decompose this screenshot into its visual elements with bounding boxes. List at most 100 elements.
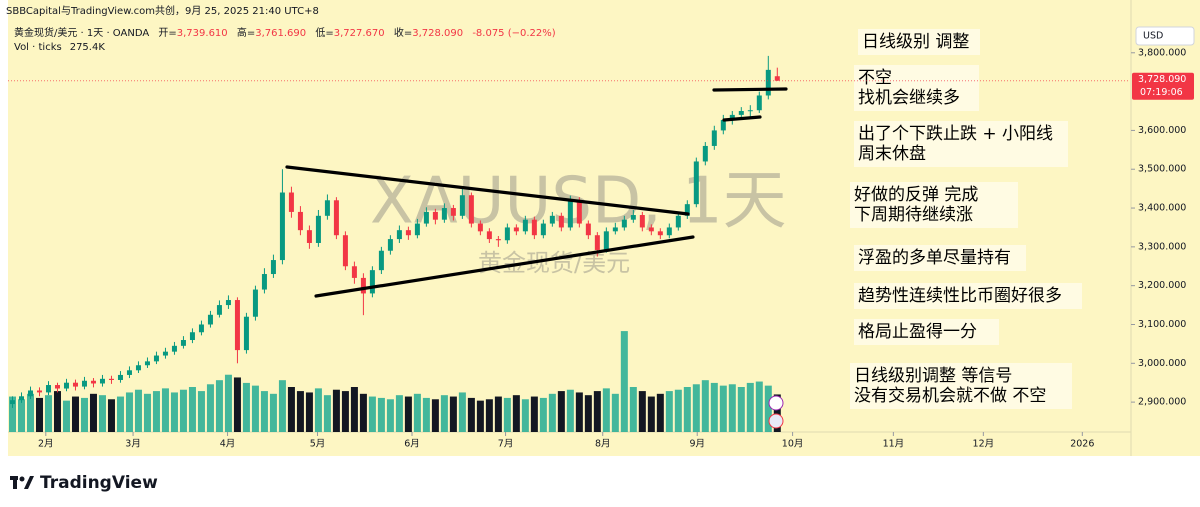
- candle-body: [225, 300, 231, 306]
- candle-body: [504, 227, 510, 241]
- note-text: 周末休盘: [858, 144, 926, 164]
- candle-body: [243, 316, 249, 351]
- candle-body: [531, 219, 537, 236]
- candle-body: [234, 300, 240, 351]
- volume-bar: [35, 397, 43, 432]
- volume-bar: [746, 382, 754, 432]
- volume-bar: [62, 400, 70, 432]
- volume-bar: [251, 385, 259, 432]
- candle-body: [468, 195, 474, 224]
- candle-body: [306, 230, 312, 243]
- volume-bar: [494, 396, 502, 432]
- volume-bar: [242, 382, 250, 432]
- candle-body: [756, 95, 762, 111]
- volume-bar: [566, 389, 574, 432]
- watermark-sub: 黄金现货/美元: [478, 249, 630, 277]
- volume-bar: [665, 391, 673, 432]
- volume-bar: [701, 380, 709, 432]
- trendline: [712, 87, 788, 92]
- volume-bar: [476, 400, 484, 432]
- volume-bar: [593, 391, 601, 432]
- candle-body: [594, 235, 600, 250]
- candle-body: [630, 215, 636, 220]
- note-text: 格局止盈得一分: [858, 322, 977, 342]
- field: 开=: [158, 28, 176, 39]
- candle-body: [135, 365, 141, 371]
- volume-bar: [350, 387, 358, 432]
- candle-body: [432, 211, 438, 220]
- candle-body: [405, 230, 411, 236]
- candle-body: [171, 345, 177, 352]
- y-tick-label: 3,300.000: [1138, 241, 1186, 252]
- volume-bar: [89, 393, 97, 432]
- candle-body: [738, 111, 744, 115]
- candle-body: [108, 378, 114, 380]
- candle-body: [657, 231, 663, 236]
- volume-bar: [683, 387, 691, 432]
- volume-bar: [116, 396, 124, 432]
- candle-body: [396, 230, 402, 240]
- candle-body: [18, 396, 24, 401]
- candle-body: [297, 211, 303, 231]
- credit: SBBCapital与TradingView.com共创，9月 25, 2025…: [6, 4, 319, 17]
- candle-body: [603, 231, 609, 250]
- trendline: [285, 165, 690, 216]
- volume-bar: [647, 396, 655, 432]
- candle-body: [765, 69, 771, 96]
- high-value: 3,761.690: [255, 28, 306, 39]
- candle-body: [495, 239, 501, 241]
- candle-body: [9, 400, 15, 405]
- volume-bar: [467, 397, 475, 432]
- volume-bar: [71, 396, 79, 432]
- note-box: [854, 283, 1082, 309]
- note-box: [854, 65, 979, 111]
- countdown: 07:19:06: [1140, 87, 1183, 98]
- volume-bar: [278, 380, 286, 432]
- candle-body: [81, 380, 87, 387]
- volume-bar: [53, 391, 61, 432]
- volume-bar: [692, 384, 700, 432]
- currency-button[interactable]: [1135, 26, 1195, 46]
- candle-body: [522, 219, 528, 232]
- field: 低=: [315, 26, 333, 39]
- volume-bar: [287, 387, 295, 432]
- volume-bar: [188, 387, 196, 432]
- candle-body: [153, 355, 159, 362]
- volume-bar: [107, 399, 115, 432]
- volume-bar: [395, 395, 403, 432]
- volume-bar: [386, 399, 394, 432]
- volume-bar: [539, 397, 547, 432]
- volume-bar: [17, 399, 25, 432]
- close-value: 3,728.090: [412, 28, 463, 39]
- note-text: 趋势性连续性比币圈好很多: [858, 286, 1062, 306]
- currency[interactable]: USD: [1143, 31, 1163, 42]
- volume-bar: [197, 391, 205, 432]
- volume-bar: [611, 393, 619, 432]
- volume-bar: [575, 392, 583, 432]
- candle-body: [270, 260, 276, 275]
- candle-body: [684, 204, 690, 216]
- volume-bar: [638, 391, 646, 432]
- left-edge: [0, 0, 8, 456]
- candle-body: [369, 270, 375, 294]
- candle-body: [63, 382, 69, 389]
- candle-body: [693, 161, 699, 205]
- y-tick-label: 3,200.000: [1138, 280, 1186, 291]
- note-text: 出了个下跌止跌 + 小阳线: [858, 124, 1053, 144]
- volume-bar: [485, 399, 493, 432]
- volume-bar: [764, 385, 772, 432]
- volume-bar: [404, 396, 412, 432]
- volume-bar: [368, 396, 376, 432]
- candle-body: [288, 192, 294, 212]
- candle-body: [333, 200, 339, 236]
- note-text: 好做的反弹 完成: [854, 185, 978, 205]
- candle-body: [216, 305, 222, 315]
- y-tick-label: 2,900.000: [1138, 397, 1186, 408]
- candle-body: [423, 211, 429, 224]
- y-tick-label: 3,800.000: [1138, 47, 1186, 58]
- y-tick-label: 3,400.000: [1138, 203, 1186, 214]
- volume-bar: [80, 397, 88, 432]
- candle-body: [747, 110, 753, 112]
